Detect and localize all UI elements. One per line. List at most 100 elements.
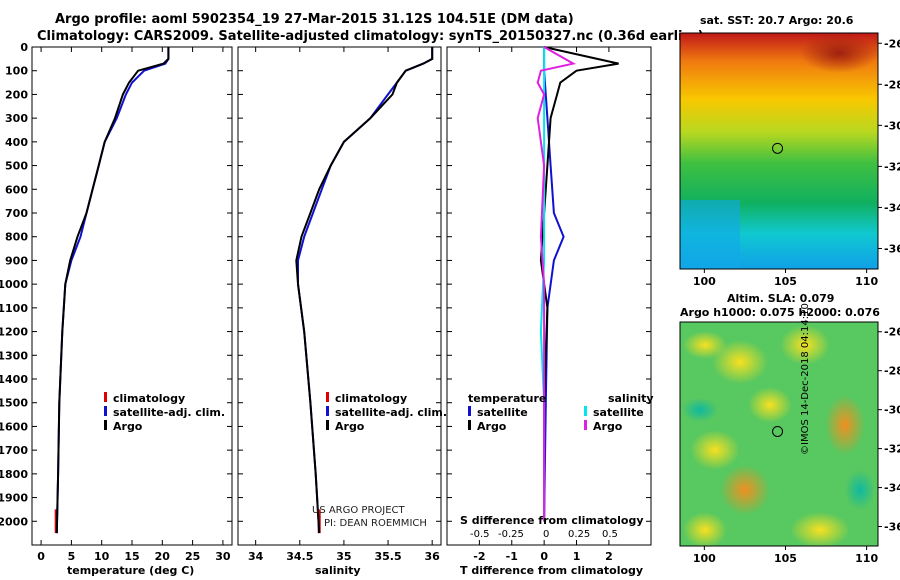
map-y-tick-label: -28 <box>884 78 900 91</box>
x-tick-label: 34.5 <box>286 550 313 563</box>
x-tick-label: 30 <box>215 550 231 563</box>
sst-title: sat. SST: 20.7 Argo: 20.6 <box>700 14 854 27</box>
map-y-tick-label: -26 <box>884 37 900 50</box>
sla-blob <box>790 512 850 548</box>
sla-blob <box>748 387 792 423</box>
s-diff-axis-label: S difference from climatology <box>460 514 644 527</box>
sla-map: 100 105 110 -26 -28 -30 -32 -34 -36 <box>679 321 900 565</box>
sst-frame <box>679 32 879 270</box>
x-tick-label: 10 <box>94 550 110 563</box>
series-line-argo <box>295 47 434 534</box>
title-line-2: Climatology: CARS2009. Satellite-adjuste… <box>37 29 704 44</box>
map-y-tick-label: -26 <box>884 326 900 339</box>
legend-swatch-argo <box>104 420 107 430</box>
y-tick-label: 800 <box>5 231 28 244</box>
sla-blob <box>683 512 727 548</box>
s-tick-label: 0.5 <box>602 529 618 540</box>
y-tick-label: 0 <box>20 41 28 54</box>
panel-frame <box>446 46 652 546</box>
map-y-tick-label: -36 <box>884 242 900 255</box>
x-tick-label: 25 <box>185 550 200 563</box>
t-diff-axis-label: T difference from climatology <box>460 564 644 577</box>
sla-blob <box>720 465 770 515</box>
project-credit: US ARGO PROJECT <box>312 505 405 516</box>
map-y-tick-label: -34 <box>884 482 900 495</box>
map-y-tick-label: -32 <box>884 443 900 456</box>
x-tick-label: 0 <box>540 550 548 563</box>
map-x-tick-label: 110 <box>855 275 878 288</box>
y-tick-label: 200 <box>5 88 28 101</box>
x-tick-label: 1 <box>573 550 581 563</box>
map-y-tick-label: -32 <box>884 160 900 173</box>
sla-blob <box>712 340 768 384</box>
y-tick-label: 1600 <box>0 420 28 433</box>
map-y-tick-label: -30 <box>884 119 900 132</box>
y-tick-label: 1400 <box>0 373 28 386</box>
x-tick-label: -2 <box>473 550 485 563</box>
sla-blob <box>682 398 718 422</box>
x-tick-label: 35 <box>336 550 351 563</box>
x-tick-label: 34 <box>248 550 264 563</box>
x-tick-label: -1 <box>506 550 518 563</box>
y-tick-label: 400 <box>5 136 28 149</box>
y-tick-label: 1900 <box>0 492 28 505</box>
series-line-t-argo <box>539 46 619 522</box>
map-y-tick-label: -36 <box>884 521 900 534</box>
sla-subtitle: Argo h1000: 0.075 h2000: 0.076 <box>680 306 880 319</box>
y-tick-label: 1000 <box>0 278 28 291</box>
x-tick-label: 35.5 <box>374 550 401 563</box>
s-tick-label: 0 <box>543 529 550 540</box>
s-tick-label: -0.25 <box>498 529 524 540</box>
x-tick-label: 2 <box>605 550 613 563</box>
sst-map: 100 105 110 -26 -28 -30 -32 -34 -36 <box>679 32 900 288</box>
x-tick-label: 15 <box>124 550 139 563</box>
map-x-tick-label: 105 <box>774 275 797 288</box>
map-y-tick-label: -34 <box>884 201 900 214</box>
sla-title: Altim. SLA: 0.079 <box>727 292 835 305</box>
imos-credit: ©IMOS 14-Dec-2018 04:14:10 <box>800 303 811 455</box>
salinity-axis-label: salinity <box>315 564 361 577</box>
legend-diff-sal: salinity satellite Argo <box>584 392 654 434</box>
legend-swatch-climatology <box>104 392 107 402</box>
y-tick-label: 2000 <box>0 515 28 528</box>
y-tick-label: 100 <box>5 65 28 78</box>
legend-sal: climatology satellite-adj. clim. Argo <box>326 392 447 434</box>
y-tick-label: 900 <box>5 254 28 267</box>
map-x-tick-label: 110 <box>855 552 878 565</box>
y-tick-label: 1800 <box>0 468 28 481</box>
pi-credit: PI: DEAN ROEMMICH <box>324 518 427 529</box>
map-y-tick-label: -30 <box>884 404 900 417</box>
series-line-s-argo <box>536 46 577 522</box>
sst-axes: 100 105 110 -26 -28 -30 -32 -34 -36 <box>693 37 900 288</box>
sla-blob <box>780 325 830 365</box>
x-tick-label: 0 <box>37 550 45 563</box>
sst-argo-marker <box>772 142 784 154</box>
y-tick-label: 1700 <box>0 444 28 457</box>
map-y-tick-label: -28 <box>884 365 900 378</box>
sla-blob <box>845 470 875 510</box>
legend-diff-temp: temperature satellite Argo <box>468 392 547 433</box>
map-x-tick-label: 100 <box>693 275 716 288</box>
sla-argo-marker <box>772 425 784 437</box>
x-tick-label: 5 <box>68 550 76 563</box>
y-tick-label: 1200 <box>0 326 28 339</box>
y-tick-label: 600 <box>5 183 28 196</box>
map-x-tick-label: 105 <box>774 552 797 565</box>
sst-warm-patch <box>800 33 878 73</box>
y-tick-label: 700 <box>5 207 28 220</box>
sla-blob <box>690 430 740 470</box>
y-tick-label: 500 <box>5 160 28 173</box>
sla-frame <box>679 321 879 547</box>
y-tick-label: 300 <box>5 112 28 125</box>
title-line-1: Argo profile: aoml 5902354_19 27-Mar-201… <box>55 12 574 27</box>
x-tick-label: 36 <box>425 550 441 563</box>
salinity-panel: 34 34.5 35 35.5 36 <box>237 46 442 563</box>
temperature-axis-label: temperature (deg C) <box>67 564 195 577</box>
temperature-panel: 0100200300400500600700800900100011001200… <box>0 41 233 563</box>
difference-panel: -2 -1 0 1 2 <box>446 46 652 563</box>
series-line-argo <box>55 47 170 534</box>
x-tick-label: 20 <box>155 550 171 563</box>
sst-cool-patch <box>680 200 740 269</box>
